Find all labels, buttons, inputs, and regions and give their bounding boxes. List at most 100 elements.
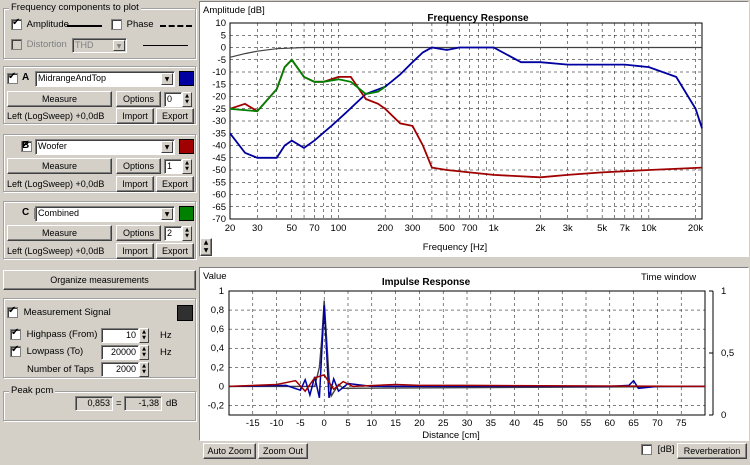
measurement-c-measure-button[interactable]: Measure [7,225,112,241]
peak-equals: = [116,398,122,409]
imp-xtick: 0 [322,418,327,429]
measurement-b-color[interactable] [179,139,194,154]
measurement-b-options-button[interactable]: Options [116,158,161,174]
highpass-input[interactable]: 10 [101,328,139,343]
distortion-select-value: THD [75,40,94,50]
measurement-a-select[interactable]: MidrangeAndTop ▼ [35,71,175,87]
freq-ytick: -10 [212,67,226,78]
highpass-label: Highpass (From) [26,329,98,340]
zoom-out-button[interactable]: Zoom Out [258,443,308,459]
taps-input[interactable]: 2000 [101,362,139,377]
measurement-b-measure-button[interactable]: Measure [7,158,112,174]
freq-ytick: -65 [212,202,226,213]
taps-spin[interactable]: ▲ ▼ [139,362,149,377]
db-checkbox[interactable]: [dB] [641,444,675,455]
freq-ytick: -40 [212,141,226,152]
amplitude-checkbox[interactable]: Amplitude [11,17,69,30]
imp-xtick: 75 [676,418,687,429]
imp-xtick: 60 [605,418,616,429]
freq-xtick: 20k [688,223,704,234]
measurement-b-select[interactable]: Woofer ▼ [35,139,175,155]
measurement-a-spin[interactable]: ▲ ▼ [182,92,192,107]
measurement-b-import-button[interactable]: Import [116,176,154,192]
measurement-c-select[interactable]: Combined ▼ [35,206,175,222]
measurement-a-letter: A [22,72,30,83]
highpass-spin[interactable]: ▲ ▼ [139,328,149,343]
measurement-c-import-button[interactable]: Import [116,243,154,259]
auto-zoom-button[interactable]: Auto Zoom [203,443,256,459]
freq-xtick: 200 [377,223,393,234]
scroll-arrows[interactable]: ▲ ▼ [200,238,212,256]
measurement-c-options-button[interactable]: Options [116,225,161,241]
measurement-b-spin[interactable]: ▲ ▼ [182,159,192,174]
imp-xlabel: Distance [cm] [422,430,480,440]
imp-xtick: 20 [414,418,425,429]
imp-ytick: 0,4 [211,343,224,354]
peak-db: -1,38 [124,396,162,411]
measurement-a-checkbox[interactable] [7,71,18,84]
peak-value: 0,853 [75,396,113,411]
chevron-down-icon: ▼ [161,141,173,153]
freq-ytick: -20 [212,92,226,103]
phase-label: Phase [126,19,154,30]
chevron-down-icon: ▼ [161,73,173,85]
imp-xtick: 45 [533,418,544,429]
measurement-c-export-button[interactable]: Export [156,243,194,259]
organize-measurements-button[interactable]: Organize measurements [3,270,196,290]
freq-xtick: 10k [641,223,657,234]
phase-checkbox[interactable]: Phase [111,19,154,30]
measurement-a-info: Left (LogSweep) +0,0dB [7,111,105,121]
measurement-c-color[interactable] [179,206,194,221]
db-label: [dB] [657,444,675,455]
distortion-select[interactable]: THD ▼ [72,38,127,53]
lowpass-input[interactable]: 20000 [101,345,139,360]
measurement-a-import-button[interactable]: Import [116,108,154,124]
frequency-response-chart[interactable]: Amplitude [dB] Frequency Response Freque… [200,2,748,256]
freq-xtick: 300 [405,223,421,234]
freq-ytick: -35 [212,128,226,139]
distortion-checkbox[interactable]: Distortion [11,39,67,50]
measurement-a-measure-button[interactable]: Measure [7,91,112,107]
freq-xtick: 30 [252,223,263,234]
imp-xtick: 35 [486,418,497,429]
imp-xtick: 10 [367,418,378,429]
imp-xtick: 50 [557,418,568,429]
db-check-icon [641,444,652,455]
impulse-response-chart[interactable]: Value Impulse Response Time window Dista… [200,268,748,440]
measurement-b-export-button[interactable]: Export [156,176,194,192]
measurement-a-options-button[interactable]: Options [116,91,161,107]
measurement-signal-checkbox[interactable]: Measurement Signal [7,305,111,318]
measurement-a-index[interactable]: 0 [164,92,182,107]
imp-xtick: 15 [390,418,401,429]
measurement-c-index[interactable]: 2 [164,226,182,241]
freq-ytick: 0 [221,43,226,54]
freq-series-line [229,58,386,113]
lowpass-spin[interactable]: ▲ ▼ [139,345,149,360]
reverberation-button[interactable]: Reverberation [677,443,747,459]
imp-xtick: 30 [462,418,473,429]
amplitude-line-sample [67,25,102,27]
imp-xtick: 65 [628,418,639,429]
highpass-checkbox[interactable]: Highpass (From) [10,327,98,340]
amplitude-label: Amplitude [26,19,69,30]
measurement-a-color[interactable] [179,71,194,86]
peak-unit: dB [166,398,178,409]
measurement-c-letter: C [22,207,30,218]
measurement-b-checkbox[interactable] [20,139,32,152]
imp-xtick: 25 [438,418,449,429]
lowpass-checkbox[interactable]: Lowpass (To) [10,344,83,357]
measurement-a-export-button[interactable]: Export [156,108,194,124]
freq-xtick: 7k [620,223,630,234]
measurement-signal-color[interactable] [177,305,193,321]
measurement-c-group [3,201,196,259]
measurement-b-index[interactable]: 1 [164,159,182,174]
imp-right-tick: 0,5 [721,348,734,359]
freq-series-line [229,46,703,159]
measurement-b-info: Left (LogSweep) +0,0dB [7,179,105,189]
measurement-c-spin[interactable]: ▲ ▼ [182,226,192,241]
imp-series-line [228,305,705,398]
imp-xtick: 70 [652,418,663,429]
peak-title: Peak pcm [9,385,56,396]
imp-xtick: 55 [581,418,592,429]
imp-xtick: -10 [270,418,284,429]
